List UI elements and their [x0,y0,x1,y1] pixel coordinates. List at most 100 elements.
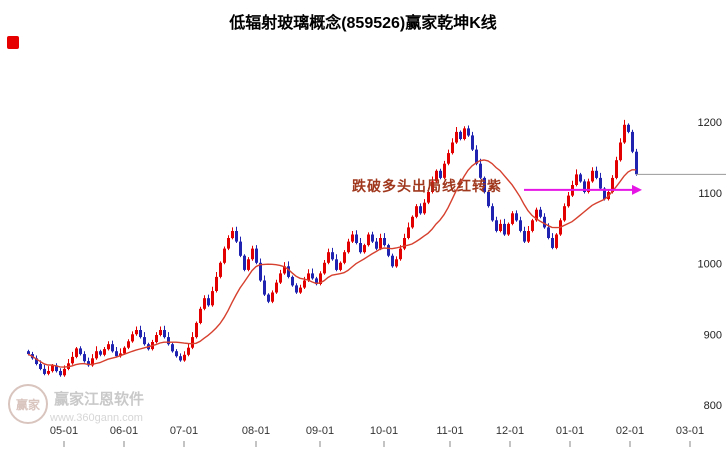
candle-body [219,262,222,277]
candle-body [155,335,158,343]
candle-body [39,364,42,369]
candle-body [159,330,162,335]
candle-body [211,291,214,306]
candle-body [291,276,294,286]
candle-body [383,238,386,246]
candle-body [331,252,334,260]
candle-body [351,234,354,242]
candle-body [327,252,330,263]
candle-body [543,216,546,228]
candle-body [255,248,258,263]
candle-body [515,213,518,221]
y-axis-label: 900 [704,329,722,341]
candle-body [555,234,558,248]
candle-body [343,252,346,263]
candle-body [271,292,274,302]
x-axis-label: 11-01 [436,425,463,437]
candle-body [163,330,166,338]
candle-body [339,262,342,270]
candle-body [231,231,234,239]
candle-body [403,238,406,249]
candle-body [319,273,322,284]
candle-body [395,259,398,267]
candle-body [179,356,182,361]
candle-body [375,241,378,249]
candle-body [55,365,58,372]
candle-body [527,231,530,242]
candle-body [507,223,510,235]
candle-body [311,273,314,279]
candle-body [431,181,434,192]
candle-body [427,192,430,203]
candle-body [627,124,630,132]
candle-body [583,181,586,192]
candle-body [223,248,226,263]
candle-body [635,151,638,175]
candle-body [435,170,438,182]
candle-body [107,344,110,350]
candle-body [563,206,566,221]
candle-body [307,273,310,281]
candle-body [243,255,246,270]
exit-annotation: 跌破多头出局线红转紫 [352,178,502,194]
candle-body [263,280,266,295]
candle-body [227,238,230,249]
candle-body [135,330,138,335]
watermark-url: www.360gann.com [50,412,143,424]
candle-body [495,220,498,231]
candle-body [347,241,350,253]
candle-body [411,216,414,228]
chart-title: 低辐射玻璃概念(859526)赢家乾坤K线 [229,15,497,32]
candle-body [187,347,190,355]
candle-body [615,160,618,178]
candle-body [611,177,614,193]
candle-body [43,368,46,374]
candle-body [355,234,358,243]
candle-body [463,128,466,139]
candle-body [299,287,302,293]
candle-body [599,177,602,189]
candle-body [123,347,126,354]
candle-body [579,174,582,182]
candle-body [439,170,442,178]
candle-body [359,243,362,253]
candle-body [87,361,90,366]
candle-body [447,153,450,164]
candle-body [551,238,554,248]
candle-body [575,174,578,185]
candle-body [119,353,122,357]
x-axis-label: 01-01 [556,425,584,437]
candle-body [95,351,98,359]
candle-body [99,351,102,355]
candle-body [391,255,394,267]
candle-body [519,220,522,231]
candle-body [215,276,218,291]
candle-body [479,163,482,178]
candle-body [251,248,254,260]
candle-body [75,348,78,357]
candle-body [491,206,494,221]
candle-body [199,308,202,323]
candle-body [487,192,490,207]
candle-body [459,131,462,139]
candle-body [415,206,418,217]
candle-body [379,238,382,249]
candle-body [323,262,326,274]
candle-body [567,195,570,207]
candle-body [143,337,146,345]
candle-body [63,368,66,376]
x-axis-label: 09-01 [306,425,334,437]
candle-body [631,131,634,152]
candle-body [247,259,250,270]
y-axis-label: 800 [704,400,722,412]
candle-body [471,135,474,150]
candle-body [367,234,370,246]
candle-body [363,245,366,253]
candle-body [171,344,174,352]
candle-body [59,371,62,376]
candle-body [275,282,278,293]
candle-body [259,262,262,281]
candle-body [371,234,374,242]
candle-body [235,231,238,242]
